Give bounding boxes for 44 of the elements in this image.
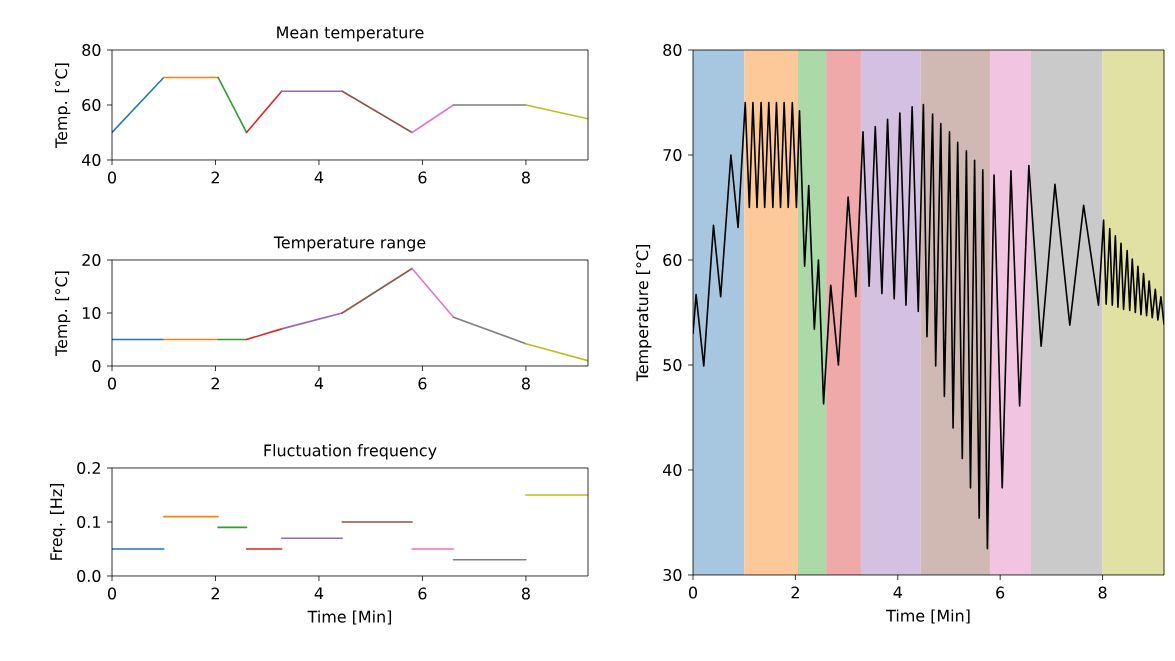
x-tick-label: 4 [893, 586, 902, 599]
y-axis-title: Temperature [°C] [635, 245, 652, 382]
x-tick-label: 4 [314, 377, 324, 390]
y-axis-title: Temp. [°C] [54, 63, 71, 148]
x-axis-title: Time [Min] [307, 610, 392, 625]
y-tick-label: 60 [663, 253, 682, 267]
y-tick-label: 60 [82, 98, 101, 112]
y-axis-title: Temp. [°C] [54, 271, 71, 356]
x-tick-label: 0 [107, 377, 117, 390]
x-tick-label: 8 [521, 377, 530, 390]
x-tick-label: 0 [107, 171, 117, 184]
x-tick-label: 6 [418, 171, 427, 184]
x-tick-label: 6 [418, 587, 427, 600]
x-tick-label: 0 [107, 587, 117, 600]
x-tick-label: 2 [211, 171, 219, 184]
y-tick-label: 0.2 [77, 461, 100, 475]
x-tick-label: 2 [791, 586, 799, 599]
x-tick-label: 4 [314, 587, 324, 600]
y-tick-label: 80 [663, 43, 682, 57]
x-axis-title: Time [Min] [886, 609, 970, 624]
y-tick-label: 0.0 [77, 569, 101, 583]
y-tick-label: 40 [82, 153, 101, 166]
y-tick-label: 20 [82, 253, 101, 267]
y-tick-label: 50 [663, 358, 682, 372]
x-tick-label: 8 [521, 171, 530, 184]
y-tick-label: 0.1 [77, 515, 101, 529]
y-tick-label: 0 [92, 359, 101, 373]
x-tick-label: 4 [314, 171, 324, 184]
x-tick-label: 2 [211, 377, 219, 390]
y-tick-label: 70 [663, 148, 682, 162]
x-tick-label: 8 [1098, 586, 1107, 599]
y-tick-label: 10 [82, 306, 101, 320]
y-tick-label: 40 [663, 463, 682, 477]
x-tick-label: 6 [418, 377, 427, 390]
x-tick-label: 6 [996, 586, 1005, 599]
chart-title: Mean temperature [277, 26, 424, 42]
x-tick-label: 2 [211, 587, 219, 600]
x-tick-label: 8 [521, 587, 530, 600]
chart-title: Fluctuation frequency [264, 444, 437, 460]
chart-title: Temperature range [273, 236, 426, 252]
y-axis-title: Freq. [Hz] [49, 483, 66, 560]
x-tick-label: 0 [688, 586, 698, 599]
y-tick-label: 80 [82, 43, 101, 57]
y-tick-label: 30 [663, 568, 682, 582]
